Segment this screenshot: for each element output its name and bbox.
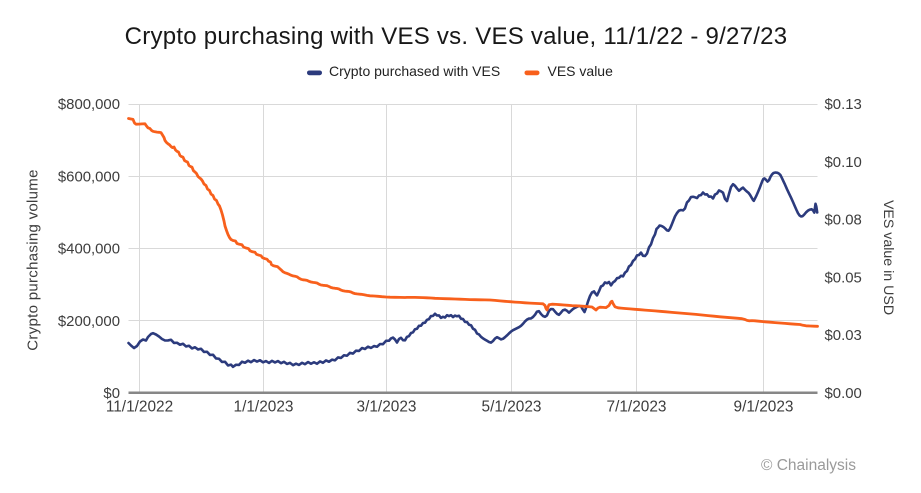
svg-text:Crypto purchased with VES: Crypto purchased with VES — [329, 63, 500, 79]
svg-text:Crypto purchasing with VES vs.: Crypto purchasing with VES vs. VES value… — [125, 23, 788, 50]
svg-text:1/1/2023: 1/1/2023 — [234, 399, 294, 416]
svg-text:$0: $0 — [103, 386, 120, 402]
svg-text:$400,000: $400,000 — [58, 242, 120, 258]
svg-text:$600,000: $600,000 — [58, 169, 120, 185]
svg-text:$200,000: $200,000 — [58, 314, 120, 330]
svg-text:$0.03: $0.03 — [825, 328, 862, 344]
svg-text:$0.13: $0.13 — [825, 97, 862, 113]
svg-text:$0.00: $0.00 — [825, 386, 862, 402]
svg-text:$0.05: $0.05 — [825, 270, 862, 286]
svg-text:$0.08: $0.08 — [825, 213, 862, 229]
svg-text:$0.10: $0.10 — [825, 155, 862, 171]
svg-text:7/1/2023: 7/1/2023 — [607, 399, 667, 416]
svg-text:5/1/2023: 5/1/2023 — [482, 399, 542, 416]
svg-text:VES value in USD: VES value in USD — [880, 200, 896, 315]
svg-text:11/1/2022: 11/1/2022 — [106, 399, 173, 416]
svg-text:© Chainalysis: © Chainalysis — [761, 457, 856, 474]
svg-text:VES value: VES value — [548, 63, 614, 79]
svg-text:3/1/2023: 3/1/2023 — [357, 399, 417, 416]
svg-text:9/1/2023: 9/1/2023 — [734, 399, 794, 416]
svg-text:Crypto purchasing volume: Crypto purchasing volume — [25, 169, 42, 350]
svg-text:$800,000: $800,000 — [58, 97, 120, 113]
